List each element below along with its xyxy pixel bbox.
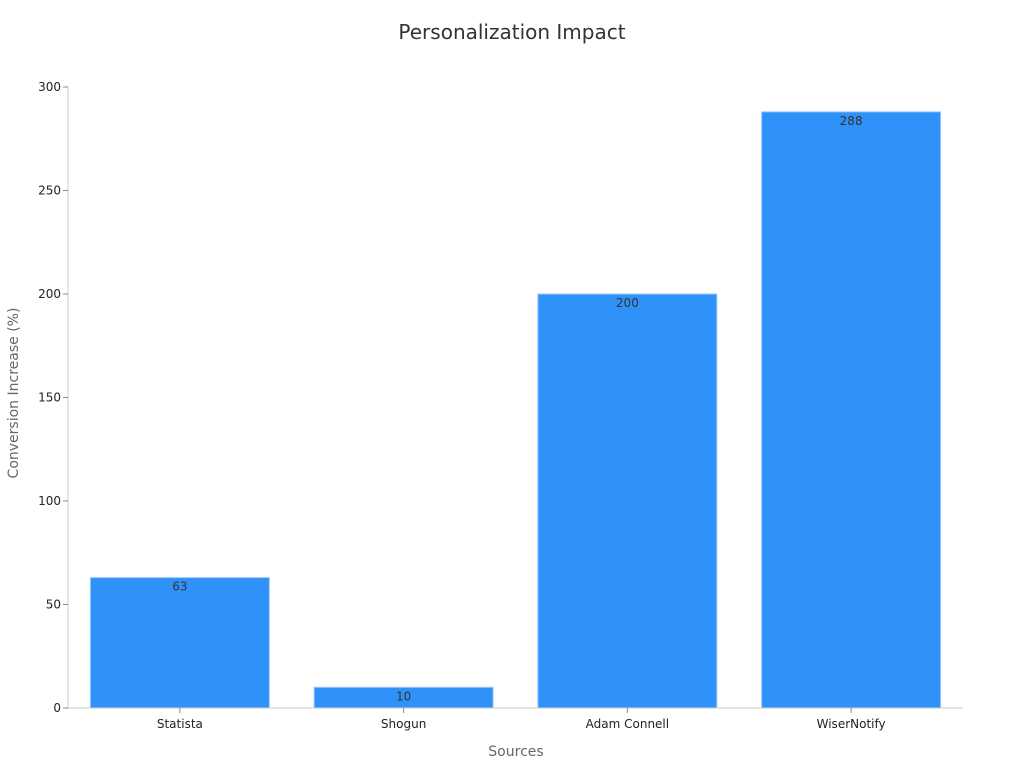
y-tick-label: 50 (46, 598, 61, 612)
bar (89, 577, 270, 709)
x-axis: Statista Shogun Adam Connell WiserNotify (68, 707, 963, 731)
data-label: 200 (616, 296, 639, 310)
data-label: 63 (172, 580, 187, 594)
x-tick-label: WiserNotify (817, 717, 886, 731)
y-tick-label: 150 (38, 391, 61, 405)
y-tick-label: 300 (38, 80, 61, 94)
y-tick-label: 100 (38, 494, 61, 508)
x-tick-label: Adam Connell (586, 717, 669, 731)
y-tick-label: 0 (53, 701, 61, 715)
x-tick-label: Statista (157, 717, 203, 731)
data-labels-group: 63 10 200 288 (172, 114, 862, 703)
x-axis-title: Sources (488, 744, 543, 760)
bars-group (89, 111, 942, 709)
y-axis: 0 50 100 150 200 250 300 (38, 80, 69, 715)
bar (537, 293, 718, 709)
y-tick-label: 200 (38, 287, 61, 301)
x-tick-label: Shogun (381, 717, 426, 731)
data-label: 10 (396, 689, 411, 703)
chart-title: Personalization Impact (398, 20, 626, 44)
bar (761, 111, 942, 709)
data-label: 288 (840, 114, 863, 128)
y-tick-label: 250 (38, 184, 61, 198)
y-axis-title: Conversion Increase (%) (6, 308, 22, 479)
